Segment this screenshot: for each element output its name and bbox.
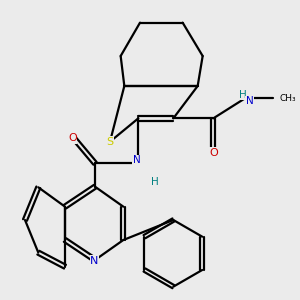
Text: CH₃: CH₃ <box>279 94 296 103</box>
Text: N: N <box>246 96 254 106</box>
Text: H: H <box>239 90 247 100</box>
Text: O: O <box>68 133 77 143</box>
Text: N: N <box>90 256 99 266</box>
Text: H: H <box>151 177 159 187</box>
Text: S: S <box>106 137 114 147</box>
Text: N: N <box>133 155 141 165</box>
Text: O: O <box>209 148 218 158</box>
